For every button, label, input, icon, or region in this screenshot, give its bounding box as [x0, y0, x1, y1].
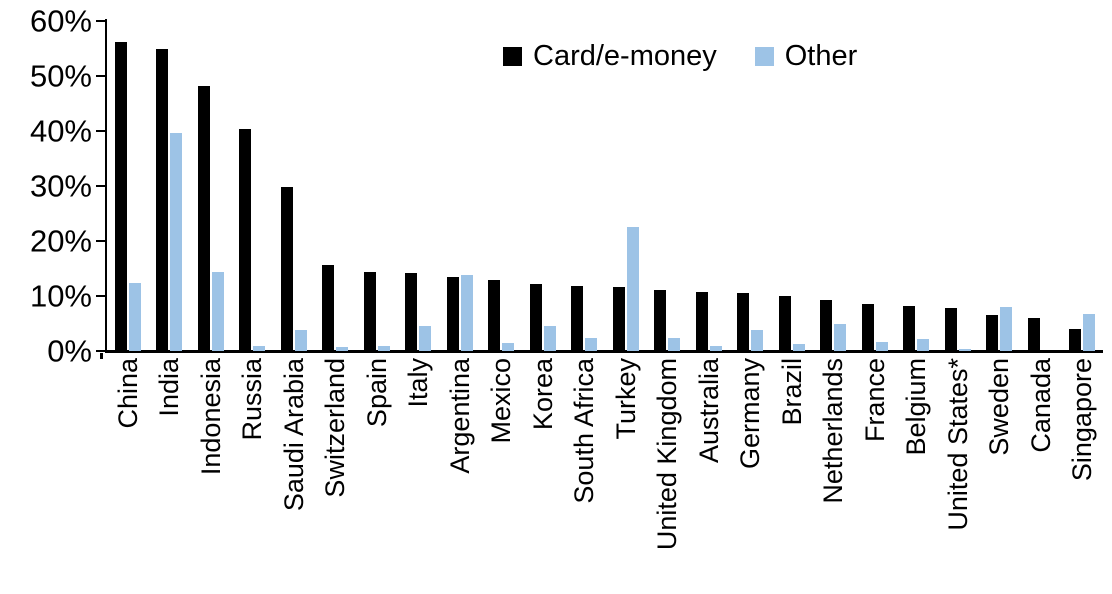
bar-card-e-money-argentina — [446, 277, 459, 351]
legend: Card/e-money Other — [503, 40, 857, 72]
x-axis-label-saudi-arabia: Saudi Arabia — [278, 358, 309, 512]
bar-other-brazil — [792, 344, 805, 351]
bar-card-e-money-germany — [737, 293, 750, 351]
x-axis-label-mexico: Mexico — [486, 358, 517, 444]
bar-card-e-money-canada — [1027, 318, 1040, 351]
bar-card-e-money-korea — [529, 283, 542, 351]
bar-other-indonesia — [211, 271, 224, 351]
x-axis-label-germany: Germany — [735, 358, 766, 470]
x-axis-label-sweden: Sweden — [984, 358, 1015, 456]
bar-other-australia — [709, 345, 722, 351]
x-axis-label-spain: Spain — [361, 358, 392, 428]
bar-card-e-money-south-africa — [571, 286, 584, 351]
bar-other-saudi-arabia — [294, 329, 307, 351]
bar-other-korea — [543, 325, 556, 351]
bar-card-e-money-india — [156, 48, 169, 351]
bar-other-argentina — [460, 275, 473, 351]
y-axis-label-0: 0% — [47, 333, 92, 369]
y-axis-tick-10 — [96, 295, 106, 297]
bar-other-sweden — [1000, 306, 1013, 351]
legend-swatch-other — [754, 46, 774, 66]
bar-card-e-money-united-states — [944, 307, 957, 351]
legend-item-card-e-money: Card/e-money — [503, 40, 717, 72]
bar-card-e-money-singapore — [1069, 329, 1082, 351]
bar-other-belgium — [917, 339, 930, 351]
bar-card-e-money-china — [114, 41, 127, 351]
y-axis-line — [105, 19, 107, 352]
bar-other-united-states — [958, 349, 971, 351]
bar-card-e-money-indonesia — [197, 85, 210, 351]
bar-other-india — [170, 132, 183, 351]
legend-label-card-e-money: Card/e-money — [533, 40, 717, 72]
y-axis-tick-0 — [96, 350, 106, 352]
x-axis-label-belgium: Belgium — [901, 358, 932, 456]
bar-card-e-money-brazil — [778, 296, 791, 351]
legend-swatch-card-e-money — [503, 46, 522, 66]
x-axis-label-singapore: Singapore — [1067, 358, 1098, 482]
bar-card-e-money-russia — [239, 128, 252, 351]
x-axis-label-china: China — [112, 358, 143, 429]
x-axis-line — [105, 350, 1103, 353]
bar-other-turkey — [626, 226, 639, 351]
y-axis-label-60: 60% — [29, 3, 92, 39]
y-axis-tick-40 — [96, 130, 106, 132]
bar-other-spain — [377, 345, 390, 351]
x-axis-label-korea: Korea — [527, 358, 558, 431]
x-axis-label-united-kingdom: United Kingdom — [652, 358, 683, 551]
bar-other-china — [128, 283, 141, 351]
x-axis-label-australia: Australia — [693, 358, 724, 464]
bar-card-e-money-belgium — [903, 305, 916, 351]
y-axis-label-50: 50% — [29, 58, 92, 94]
x-axis-label-russia: Russia — [237, 358, 268, 441]
bar-other-switzerland — [336, 346, 349, 351]
x-axis-label-argentina: Argentina — [444, 358, 475, 474]
bar-card-e-money-saudi-arabia — [280, 187, 293, 351]
bar-other-netherlands — [834, 324, 847, 351]
bar-other-singapore — [1083, 313, 1096, 351]
y-axis-label-10: 10% — [29, 278, 92, 314]
x-axis-label-india: India — [154, 358, 185, 417]
bar-card-e-money-italy — [405, 272, 418, 351]
y-axis-tick-60 — [96, 20, 106, 22]
x-axis-label-indonesia: Indonesia — [195, 358, 226, 476]
y-axis-label-40: 40% — [29, 113, 92, 149]
y-axis-label-20: 20% — [29, 223, 92, 259]
bar-other-south-africa — [585, 337, 598, 351]
y-axis-tick-30 — [96, 185, 106, 187]
x-axis-label-switzerland: Switzerland — [320, 358, 351, 498]
x-axis-label-france: France — [859, 358, 890, 443]
bar-card-e-money-switzerland — [322, 265, 335, 351]
bar-other-united-kingdom — [668, 338, 681, 351]
x-axis-label-canada: Canada — [1025, 358, 1056, 453]
x-axis-label-united-states: United States* — [942, 358, 973, 531]
x-axis-label-brazil: Brazil — [776, 358, 807, 426]
bar-card-e-money-france — [861, 303, 874, 351]
bar-card-e-money-australia — [695, 291, 708, 351]
bar-card-e-money-spain — [363, 272, 376, 351]
bar-card-e-money-united-kingdom — [654, 290, 667, 351]
x-axis-label-south-africa: South Africa — [569, 358, 600, 504]
bar-card-e-money-turkey — [612, 286, 625, 351]
bar-card-e-money-netherlands — [820, 300, 833, 351]
bar-other-germany — [751, 329, 764, 351]
bar-other-italy — [419, 325, 432, 351]
x-axis-label-turkey: Turkey — [610, 358, 641, 440]
x-axis-label-italy: Italy — [403, 358, 434, 408]
bar-other-france — [875, 342, 888, 351]
bar-card-e-money-mexico — [488, 279, 501, 351]
bar-other-mexico — [502, 343, 515, 351]
bar-other-russia — [253, 345, 266, 351]
x-axis-label-netherlands: Netherlands — [818, 358, 849, 504]
legend-item-other: Other — [754, 40, 858, 72]
x-axis-origin-tick — [100, 353, 103, 359]
y-axis-tick-20 — [96, 240, 106, 242]
y-axis-label-30: 30% — [29, 168, 92, 204]
y-axis-tick-50 — [96, 75, 106, 77]
bar-card-e-money-sweden — [986, 314, 999, 351]
legend-label-other: Other — [784, 40, 858, 72]
